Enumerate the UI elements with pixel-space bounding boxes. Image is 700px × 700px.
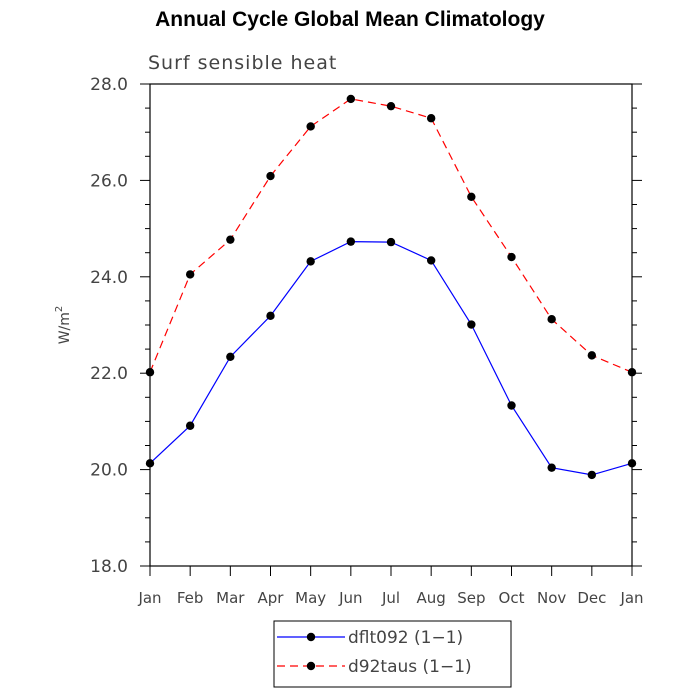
chart-subtitle: Surf sensible heat [148, 52, 337, 74]
x-tick-label: Apr [258, 589, 285, 607]
series-1-point [426, 256, 436, 265]
x-tick-label: May [295, 589, 326, 607]
x-axis: Jan Feb Mar Apr May Jun Jul Aug Sep Oct Nov Dec Jan [137, 566, 644, 607]
y-tick-label: 20.0 [90, 461, 128, 481]
series-layer [145, 94, 637, 480]
chart-title: Annual Cycle Global Mean Climatology [155, 8, 545, 31]
series-2-point [145, 368, 155, 377]
x-tick-label: Dec [577, 589, 606, 607]
plot-frame [149, 83, 633, 567]
series-1-point [386, 237, 396, 247]
y-axis-label: W/m2 [54, 306, 73, 345]
series-2-point [627, 368, 637, 377]
y-tick-label: 18.0 [90, 557, 128, 577]
series-1-point [547, 463, 556, 472]
series-2-point [547, 315, 556, 324]
series-2-point [226, 235, 235, 244]
series-2-point [587, 351, 597, 360]
y-tick-label: 26.0 [90, 171, 128, 191]
series-2-point [426, 114, 436, 123]
series-2-point [346, 94, 356, 104]
y-axis: 18.0 20.0 22.0 24.0 26.0 28.0 [90, 75, 642, 577]
series-1-point [306, 257, 315, 266]
legend-label-1: dflt092 (1−1) [348, 628, 463, 648]
x-tick-label: Jan [619, 589, 643, 607]
y-axis-label-sup: 2 [54, 306, 65, 312]
series-2-point [507, 252, 516, 262]
series-line-1 [149, 241, 633, 476]
series-1-point [266, 311, 275, 321]
series-1-point [145, 459, 155, 468]
y-tick-label: 24.0 [90, 268, 128, 288]
x-tick-label: Oct [499, 589, 525, 607]
x-tick-label: Sep [457, 589, 485, 607]
series-1-point [627, 459, 637, 468]
series-1-point [346, 237, 356, 246]
legend-marker-1 [306, 632, 316, 642]
series-2-point [467, 192, 476, 201]
x-tick-label: Mar [216, 589, 245, 607]
x-tick-label: Jun [338, 589, 362, 607]
series-1-point [185, 421, 195, 430]
legend-box [273, 620, 512, 688]
series-line-2 [149, 98, 633, 373]
legend: dflt092 (1−1) d92taus (1−1) [273, 620, 512, 688]
series-1-point [587, 470, 597, 480]
y-axis-label-main: W/m [57, 312, 73, 344]
x-tick-label: Nov [537, 589, 566, 607]
legend-marker-2 [306, 661, 316, 671]
series-2-point [266, 171, 275, 181]
y-tick-label: 28.0 [90, 75, 128, 95]
series-2-point [386, 101, 396, 111]
x-tick-label: Feb [177, 589, 204, 607]
y-tick-label: 22.0 [90, 364, 128, 384]
legend-label-2: d92taus (1−1) [348, 657, 472, 677]
x-tick-label: Aug [417, 589, 446, 607]
series-2-point [185, 270, 195, 279]
series-2-point [306, 122, 315, 131]
x-tick-label: Jan [137, 589, 161, 607]
series-1-point [467, 320, 476, 329]
x-tick-label: Jul [381, 589, 400, 607]
series-1-point [507, 401, 516, 410]
series-1-point [226, 352, 235, 362]
